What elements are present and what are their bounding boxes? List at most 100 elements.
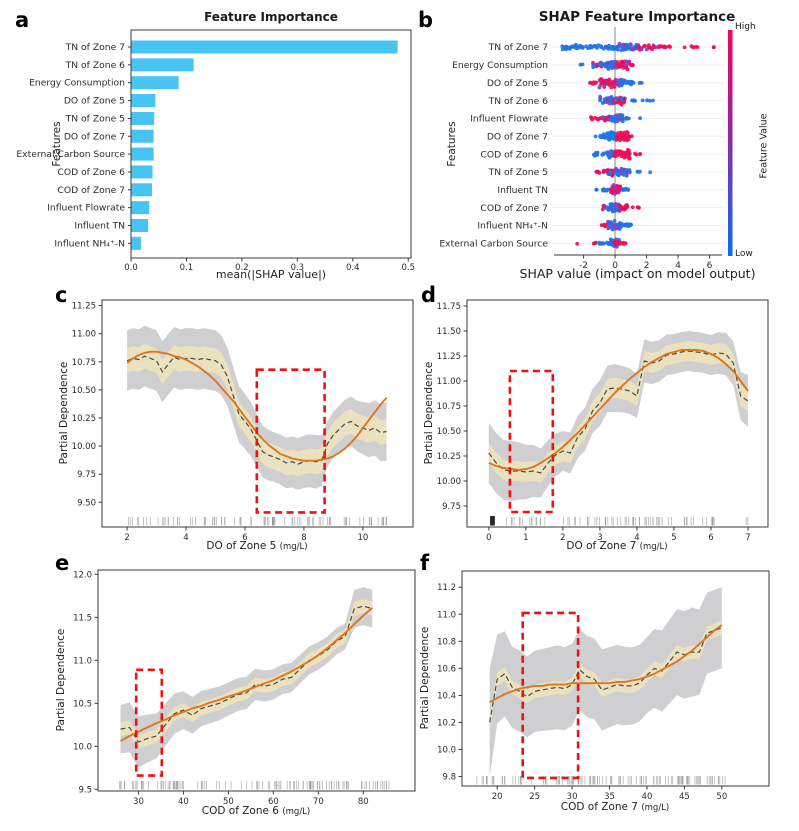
tick-label: 0.5 xyxy=(401,263,415,273)
tick-label: 50 xyxy=(716,792,727,802)
panel-e-xlabel-unit: (mg/L) xyxy=(282,807,311,817)
bar-COD of Zone 7 xyxy=(131,183,153,197)
tick-label: TN of Zone 6 xyxy=(65,60,125,71)
bar-Energy Consumption xyxy=(131,76,179,90)
tick-label: 8 xyxy=(301,533,306,543)
tick-label: 4 xyxy=(634,533,639,543)
tick-label: COD of Zone 7 xyxy=(480,203,548,214)
highlight-red-box xyxy=(255,368,326,514)
tick-label: DO of Zone 5 xyxy=(64,96,125,107)
panel-letter-e: e xyxy=(55,551,70,575)
feature-value-colorbar xyxy=(728,30,733,256)
panel-b-ylabel: Features xyxy=(446,121,458,167)
tick-label: 30 xyxy=(133,797,144,807)
tick-label: 0.4 xyxy=(346,263,360,273)
tick-label: 3 xyxy=(597,533,602,543)
smoothed-trend-line xyxy=(489,624,723,704)
tick-label: 7 xyxy=(745,533,750,543)
tick-label: 6 xyxy=(708,533,713,543)
tick-label: TN of Zone 5 xyxy=(65,113,125,124)
bar-DO of Zone 5 xyxy=(131,94,156,108)
tick-label: External Carbon Source xyxy=(439,239,548,250)
tick-label: 9.8 xyxy=(442,773,456,783)
tick-label: 45 xyxy=(679,792,690,802)
tick-label: 0.2 xyxy=(235,263,249,273)
tick-label: 11.00 xyxy=(72,330,96,340)
panel-d-xlabel-unit: (mg/L) xyxy=(639,542,668,552)
bar-TN of Zone 7 xyxy=(131,40,398,54)
panel-d-ylabel: Partial Dependence xyxy=(423,361,435,465)
colorbar-high-label: High xyxy=(735,22,756,32)
tick-label: 11.00 xyxy=(437,377,461,387)
bar-External Carbon Source xyxy=(131,147,154,161)
tick-label: 10.25 xyxy=(72,414,96,424)
tick-label: 11.2 xyxy=(437,583,456,593)
inner-band xyxy=(127,343,387,477)
tick-label: DO of Zone 7 xyxy=(64,131,125,142)
tick-label: Influent NH₄⁺-N xyxy=(477,221,548,232)
colorbar-low-label: Low xyxy=(735,249,753,259)
tick-label: TN of Zone 7 xyxy=(65,42,125,53)
bar-Influent TN xyxy=(131,219,149,232)
tick-label: 12.0 xyxy=(73,570,92,580)
tick-label: 10.8 xyxy=(437,637,456,647)
smoothed-trend-line xyxy=(120,607,373,742)
tick-label: 11.25 xyxy=(72,302,96,312)
tick-label: 11.5 xyxy=(73,613,92,623)
panel-d-pdp: 0 1 2 3 4 5 6 7 9.75 10.00 10.25 10.50 10.75 11.00 11.… xyxy=(437,299,769,543)
tick-label: 4 xyxy=(183,533,188,543)
panel-e-xlabel-text: COD of Zone 6 xyxy=(201,805,279,817)
tick-label: 10.75 xyxy=(72,358,96,368)
tick-label: TN of Zone 6 xyxy=(488,96,548,107)
tick-label: 11.50 xyxy=(437,327,461,337)
tick-label: TN of Zone 7 xyxy=(488,42,548,53)
tick-label: Influent TN xyxy=(74,221,125,232)
tick-label: DO of Zone 7 xyxy=(487,131,548,142)
panel-letter-f: f xyxy=(420,551,430,575)
tick-label: COD of Zone 7 xyxy=(57,185,125,196)
panel-letter-d: d xyxy=(421,283,437,307)
tick-label: 4 xyxy=(675,261,681,271)
panel-e-xlabel: COD of Zone 6 (mg/L) xyxy=(156,805,356,817)
tick-label: 10.2 xyxy=(437,718,456,728)
tick-label: Influent NH₄⁺-N xyxy=(54,238,125,249)
tick-label: 35 xyxy=(604,792,615,802)
tick-label: 1 xyxy=(523,533,528,543)
panel-b-xlabel: SHAP value (impact on model output) xyxy=(519,266,756,281)
tick-label: 0 xyxy=(612,261,618,271)
tick-label: 30 xyxy=(567,792,578,802)
tick-label: 10.0 xyxy=(437,745,456,755)
tick-label: Energy Consumption xyxy=(452,60,548,71)
tick-label: External Carbon Source xyxy=(16,149,125,160)
panel-c-pdp: 2 4 6 8 10 9.50 9.75 10.00 10.25 10.50 10.75 11.00 1… xyxy=(72,299,414,543)
tick-label: -2 xyxy=(579,261,588,271)
tick-label: 9.5 xyxy=(78,785,92,795)
tick-label: 50 xyxy=(223,797,234,807)
tick-label: 2 xyxy=(644,261,650,271)
panel-a-xlabel: mean(|SHAP value|) xyxy=(215,268,327,281)
tick-label: DO of Zone 5 xyxy=(487,78,548,89)
tick-label: 9.75 xyxy=(442,502,461,512)
tick-label: 9.50 xyxy=(77,498,96,508)
panel-f-xlabel-unit: (mg/L) xyxy=(641,803,670,813)
colorbar-axis-label: Feature Value xyxy=(758,113,770,179)
panel-letter-a: a xyxy=(15,8,30,32)
tick-label: 10.25 xyxy=(437,452,461,462)
panel-d-xlabel-text: DO of Zone 7 xyxy=(566,540,637,552)
tick-label: TN of Zone 5 xyxy=(488,167,548,178)
tick-label: 10.50 xyxy=(72,386,96,396)
tick-label: 20 xyxy=(492,792,503,802)
tick-label: 11.75 xyxy=(437,302,461,312)
bar-Influent NH₄⁺-N xyxy=(131,236,141,250)
bar-COD of Zone 6 xyxy=(131,165,153,179)
panel-e-pdp: 30 40 50 60 70 80 9.5 10.0 10.5 11.0 11.5 12.0 xyxy=(73,569,416,807)
panel-f-xlabel-text: COD of Zone 7 xyxy=(560,801,638,813)
confidence-band xyxy=(489,587,722,777)
tick-label: COD of Zone 6 xyxy=(480,149,548,160)
tick-label: 40 xyxy=(642,792,653,802)
pd-dashed-line xyxy=(120,605,373,743)
panel-letter-b: b xyxy=(418,8,434,32)
tick-label: 60 xyxy=(268,797,279,807)
tick-label: 2 xyxy=(124,533,129,543)
panel-f-ylabel: Partial Dependence xyxy=(419,626,431,730)
